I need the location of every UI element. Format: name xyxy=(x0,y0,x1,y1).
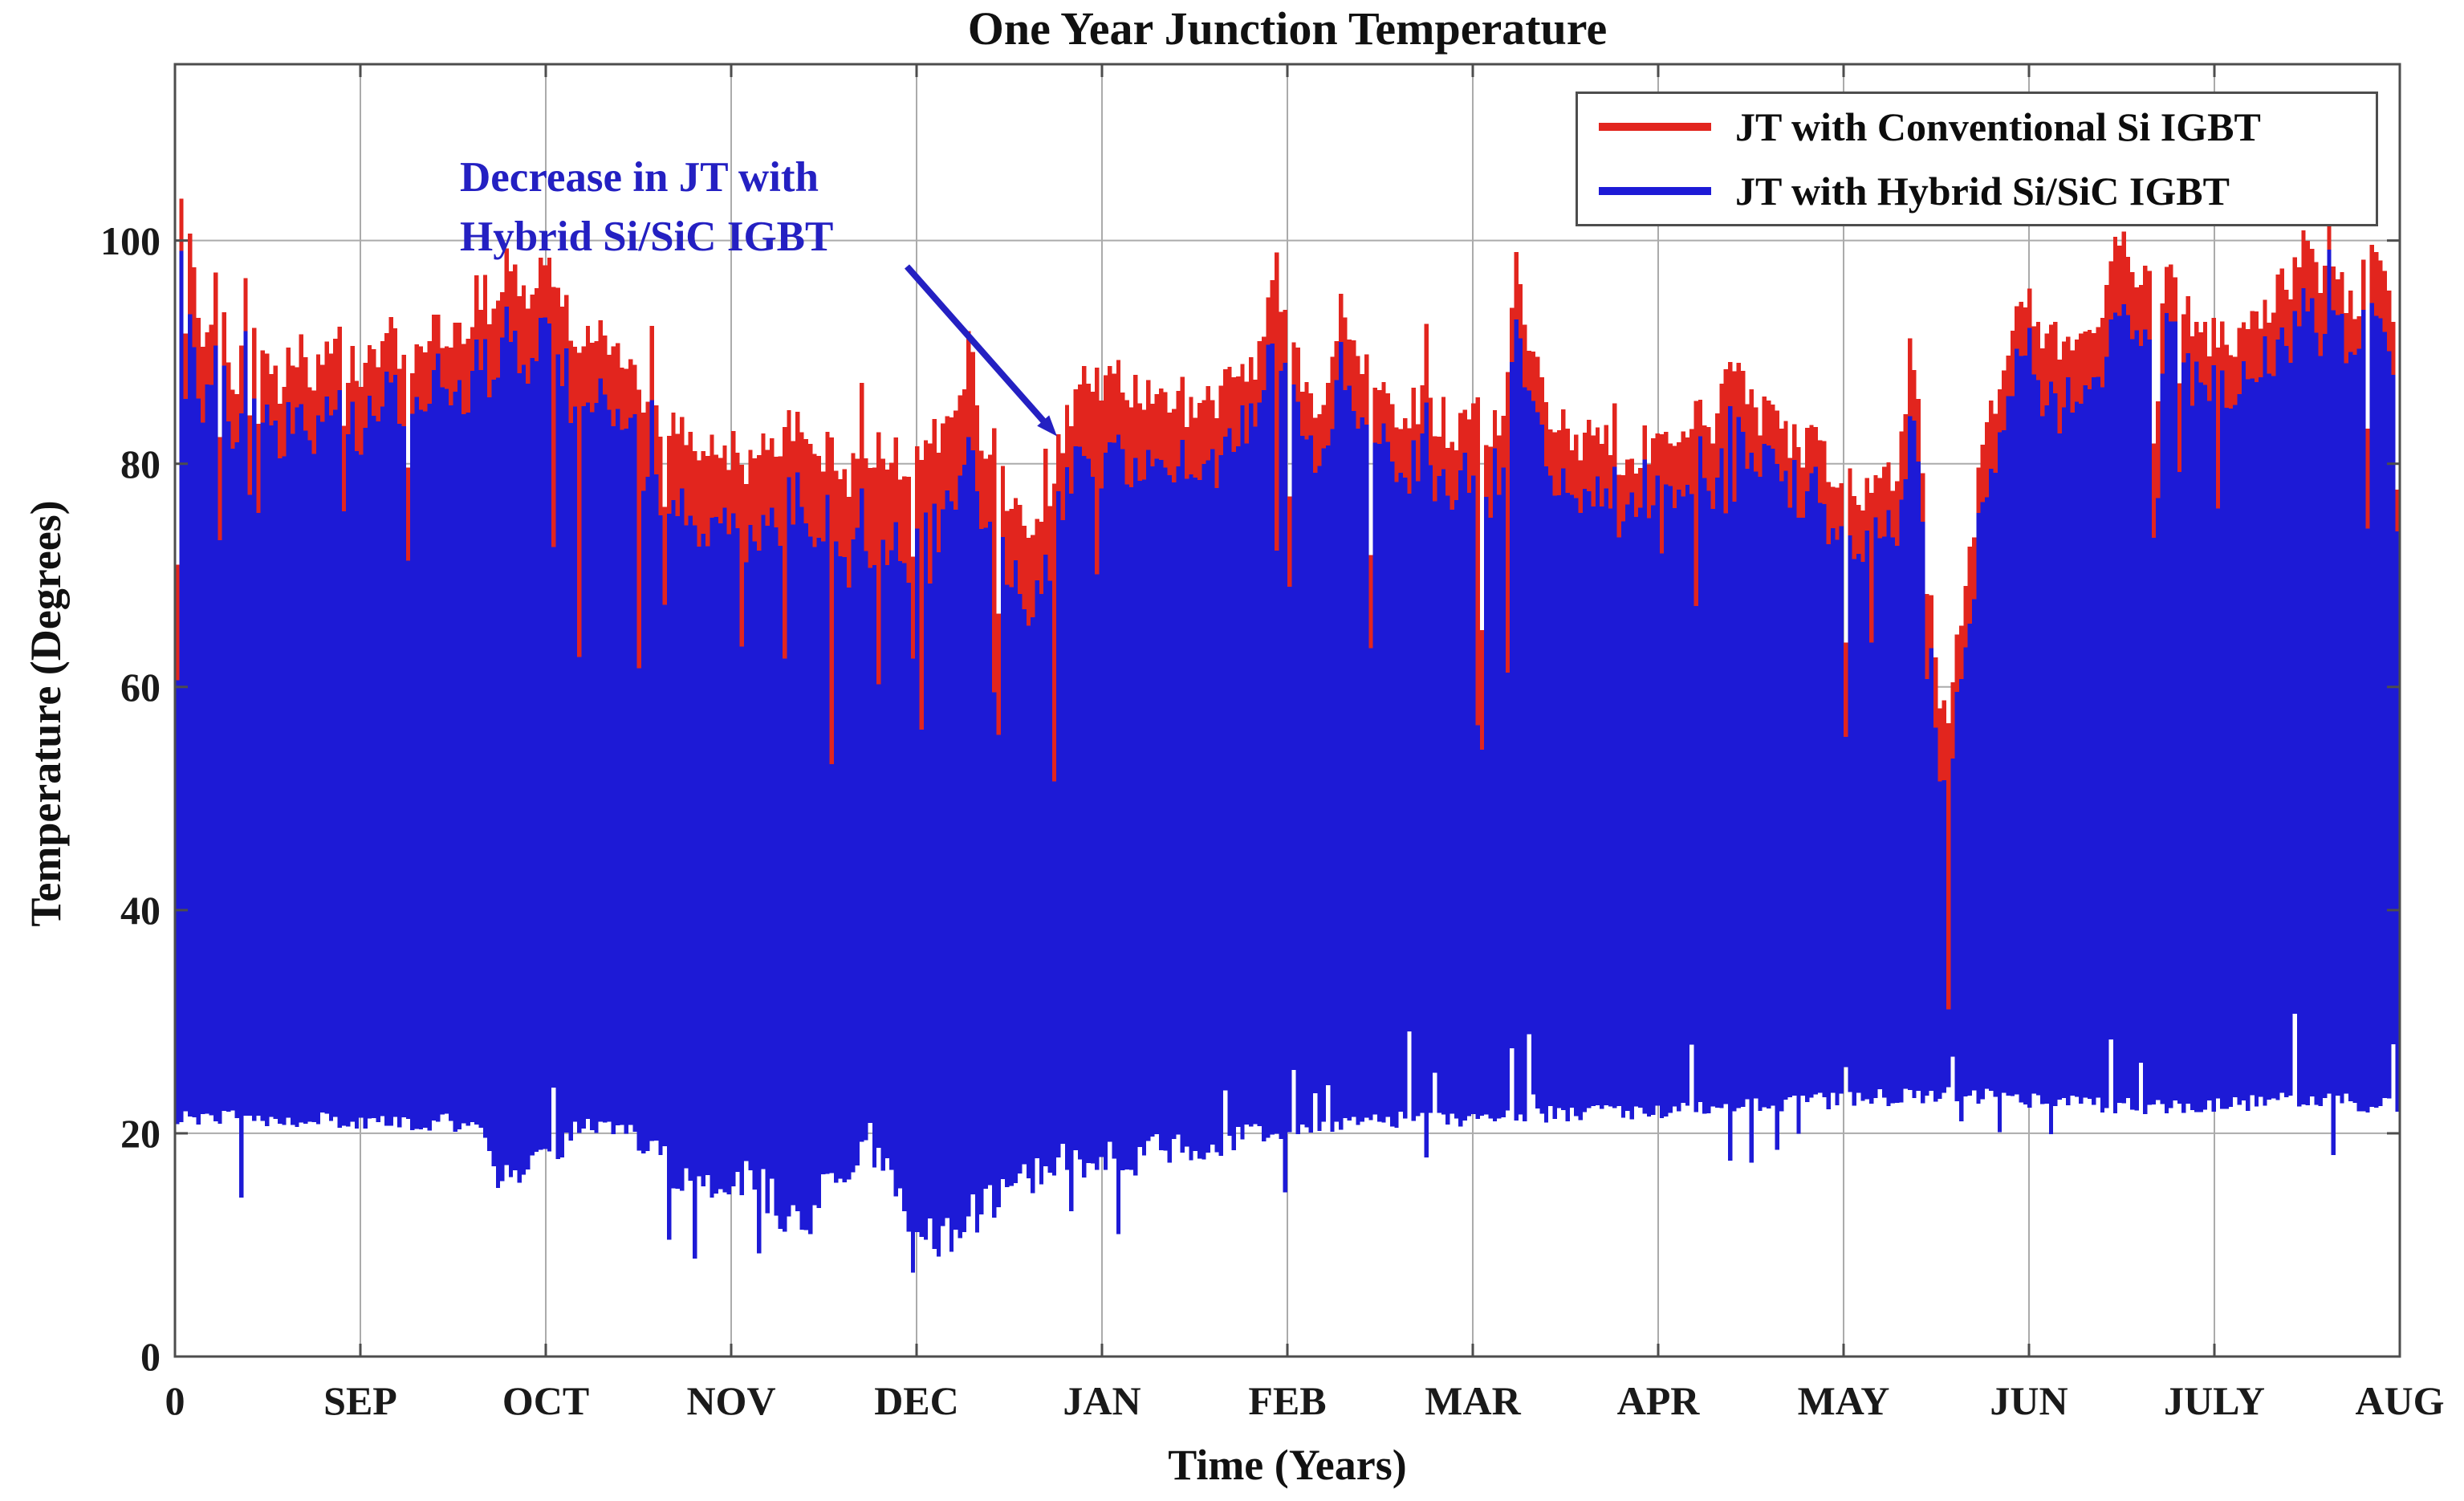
legend-label: JT with Conventional Si IGBT xyxy=(1735,104,2261,149)
x-tick-label: APR xyxy=(1616,1378,1700,1423)
y-tick-label: 20 xyxy=(120,1110,161,1156)
x-tick-label: JUN xyxy=(1990,1378,2068,1423)
series-hybrid-sic xyxy=(175,250,2400,1273)
y-tick-label: 80 xyxy=(120,441,161,486)
legend-row: JT with Hybrid Si/SiC IGBT xyxy=(1578,160,2376,222)
legend-line-swatch xyxy=(1599,187,1711,195)
x-tick-label: JAN xyxy=(1063,1378,1141,1423)
x-axis-title: Time (Years) xyxy=(1168,1441,1407,1489)
x-tick-label: SEP xyxy=(323,1378,397,1423)
annotation-arrow xyxy=(905,264,1050,428)
annotation-line-1: Decrease in JT with xyxy=(460,154,819,201)
y-tick-label: 60 xyxy=(120,664,161,710)
x-tick-label: MAY xyxy=(1797,1378,1890,1423)
x-tick-label: OCT xyxy=(502,1378,590,1423)
x-tick-label: 0 xyxy=(165,1378,185,1423)
annotation-line-2: Hybrid Si/SiC IGBT xyxy=(460,214,834,260)
x-tick-label: JULY xyxy=(2164,1378,2265,1423)
y-tick-label: 0 xyxy=(140,1334,161,1379)
chart-title: One Year Junction Temperature xyxy=(967,2,1608,55)
annotation-arrowhead xyxy=(1037,415,1057,437)
x-tick-label: AUG xyxy=(2355,1378,2445,1423)
y-tick-label: 100 xyxy=(100,218,161,263)
legend-row: JT with Conventional Si IGBT xyxy=(1578,96,2376,158)
x-tick-label: DEC xyxy=(874,1378,959,1423)
x-tick-label: FEB xyxy=(1248,1378,1327,1423)
x-tick-label: MAR xyxy=(1425,1378,1521,1423)
y-tick-label: 40 xyxy=(120,887,161,933)
legend-line-swatch xyxy=(1599,123,1711,131)
annotation-text: Decrease in JT with Hybrid Si/SiC IGBT xyxy=(460,148,833,266)
x-tick-label: NOV xyxy=(686,1378,776,1423)
legend-label: JT with Hybrid Si/SiC IGBT xyxy=(1735,169,2230,214)
legend: JT with Conventional Si IGBT JT with Hybr… xyxy=(1576,92,2378,226)
